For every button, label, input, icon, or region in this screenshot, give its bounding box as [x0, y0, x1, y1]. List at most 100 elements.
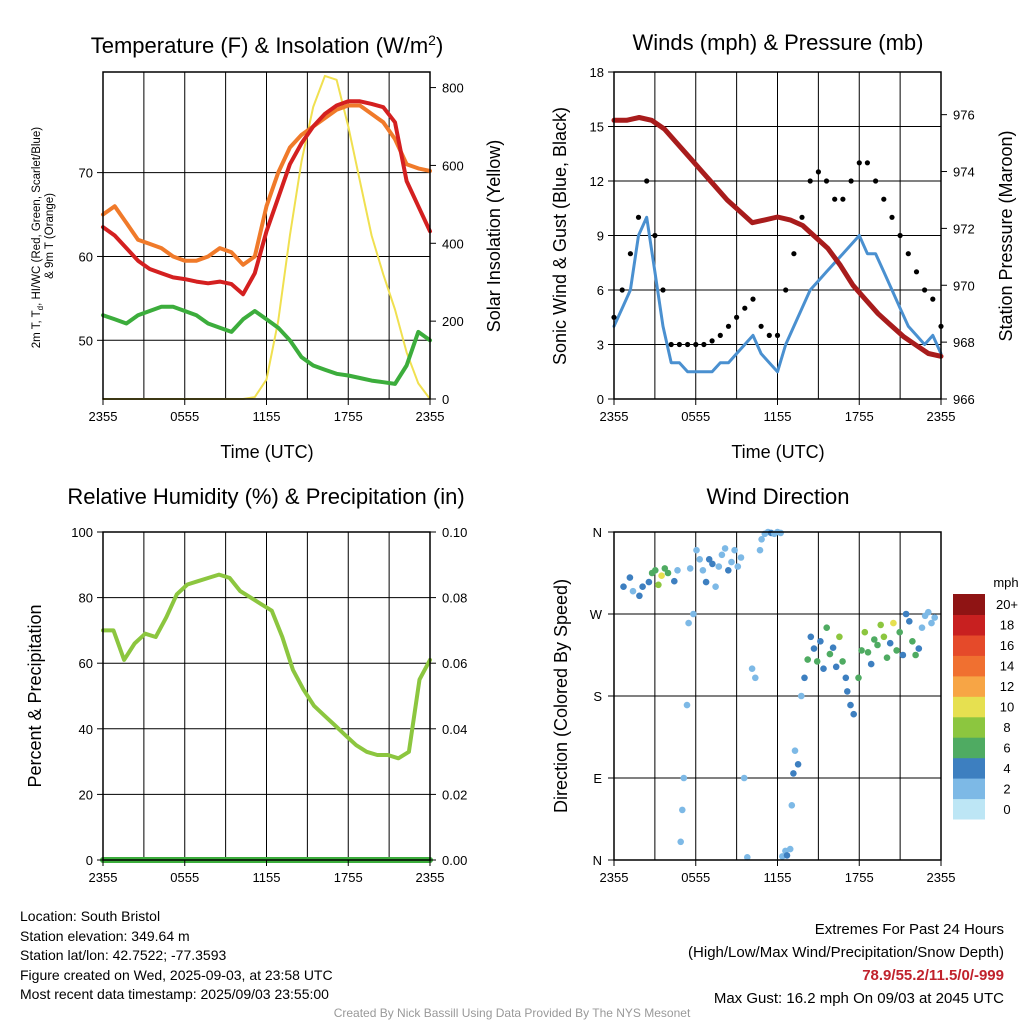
wind-direction-point: [861, 628, 869, 636]
wind-gust-point: [840, 196, 846, 202]
wind-gust-point: [725, 323, 732, 329]
wind-gust-point: [791, 251, 797, 257]
wind-direction-point: [671, 577, 678, 585]
rh-ytick-label: 60: [79, 656, 93, 671]
temp-xtick-label: 2355: [89, 409, 118, 424]
wdir-ytick-label: N: [593, 525, 602, 540]
extremes-box: Extremes For Past 24 Hours (High/Low/Max…: [688, 918, 1004, 1010]
wind-direction-point: [636, 592, 643, 600]
wdir-xtick-label: 2355: [927, 870, 956, 885]
colorbar-label: 10: [1000, 700, 1014, 715]
wind-direction-point: [744, 854, 751, 861]
wind-direction-point: [820, 665, 827, 672]
wind-gust-point: [922, 287, 928, 293]
colorbar-swatch: [953, 798, 985, 820]
wind-direction-point: [918, 624, 926, 631]
relative-humidity-line: [101, 572, 432, 761]
rh-ytick-label: 80: [79, 591, 93, 606]
wdir-ytick-label: E: [593, 771, 602, 786]
wind-direction-point: [693, 546, 700, 554]
winds-ytick-label: 3: [597, 338, 604, 353]
wind-gust-point: [676, 341, 683, 348]
extremes-subtitle: (High/Low/Max Wind/Precipitation/Snow De…: [688, 944, 1004, 961]
wind-gust-point: [701, 341, 707, 348]
wind-direction-point: [655, 581, 662, 589]
wind-gust-point: [660, 287, 666, 293]
wind-direction-point: [874, 641, 881, 649]
winds-y2label: Station Pressure (Maroon): [996, 130, 1016, 341]
wind-direction-point: [864, 649, 872, 656]
wind-direction-point: [899, 651, 907, 659]
wind-direction-point: [652, 567, 659, 574]
temp-y2tick-label: 0: [442, 392, 449, 407]
rh-ytick-label: 20: [79, 787, 93, 802]
wind-direction-point: [801, 674, 808, 682]
wind-gust-point: [774, 332, 781, 338]
wind-direction-point: [928, 619, 935, 627]
wind-gust-point: [930, 296, 936, 302]
wind-direction-point: [639, 583, 646, 590]
wind-speed-line: [612, 215, 943, 374]
wind-direction-point: [839, 658, 846, 665]
wind-gust-point: [693, 341, 699, 348]
colorbar: 0 2 4 6 8 10 12 14 16 18 20+: [953, 594, 1018, 820]
wind-direction-point: [686, 565, 694, 572]
info-created: Figure created on Wed, 2025-09-03, at 23…: [20, 966, 333, 983]
rh-y2tick-label: 0.08: [442, 591, 467, 606]
credit-text: Created By Nick Bassill Using Data Provi…: [333, 1006, 691, 1020]
temp-y2tick-label: 600: [442, 158, 464, 173]
winds-ytick-label: 15: [590, 120, 604, 135]
winds-ytick-label: 0: [597, 392, 604, 407]
wdir-ytick-label: W: [590, 607, 603, 622]
wind-direction-point: [752, 674, 759, 682]
wind-gust-point: [619, 287, 625, 293]
winds-title: Winds (mph) & Pressure (mb): [633, 30, 924, 55]
wind-gust-point: [717, 332, 723, 338]
colorbar-swatch: [953, 655, 985, 677]
temp-title: Temperature (F) & Insolation (W/m2): [91, 32, 444, 58]
colorbar-label: 2: [1003, 781, 1010, 796]
info-recent: Most recent data timestamp: 2025/09/03 2…: [20, 986, 329, 1003]
temp-ytick-label: 50: [79, 333, 93, 348]
wind-gust-point: [635, 214, 642, 220]
wind-direction-point: [629, 587, 637, 595]
wind-direction-point: [674, 567, 681, 574]
wind-gust-point: [807, 178, 813, 184]
rh-y2tick-label: 0.10: [442, 525, 467, 540]
colorbar-label: 16: [1000, 638, 1014, 653]
wind-gust-point: [881, 196, 887, 202]
wdir-ylabel: Direction (Colored By Speed): [551, 579, 571, 813]
wind-direction-point: [683, 701, 691, 709]
wind-direction-point: [658, 572, 665, 579]
wind-direction-point: [896, 628, 903, 636]
rh-ytick-label: 100: [71, 525, 93, 540]
wind-gust-point: [734, 314, 740, 320]
wind-direction-point: [702, 578, 710, 586]
winds-y2tick-label: 972: [953, 221, 975, 236]
wind-direction-point: [810, 645, 818, 652]
temp-xtick-label: 2355: [416, 409, 445, 424]
wind-direction-point: [645, 578, 653, 586]
rh-y2tick-label: 0.00: [442, 853, 467, 868]
wind-direction-point: [679, 806, 686, 814]
wind-gust-point: [644, 178, 650, 184]
winds-y2tick-label: 976: [953, 108, 975, 123]
wind-direction-point: [798, 692, 805, 700]
wind-gust-point: [905, 251, 911, 257]
wind-direction-point: [740, 774, 748, 782]
wind-direction-point: [626, 574, 634, 581]
temp-ylabel: 2m T, Td, HI/WC (Red, Green, Scarlet/Blu…: [31, 124, 56, 349]
temp-9m-line: [101, 103, 432, 267]
rh-title: Relative Humidity (%) & Precipitation (i…: [67, 484, 464, 509]
temp-xtick-label: 0555: [170, 409, 199, 424]
wind-gust-point: [913, 269, 920, 275]
temp-xlabel: Time (UTC): [220, 442, 313, 462]
wind-direction-point: [677, 838, 684, 846]
wdir-xtick-label: 2355: [600, 870, 629, 885]
wind-gust-point: [897, 232, 903, 239]
winds-ytick-label: 18: [590, 65, 604, 80]
winds-xlabel: Time (UTC): [731, 442, 824, 462]
rh-xtick-label: 1155: [253, 870, 281, 885]
colorbar-swatch: [953, 614, 985, 636]
